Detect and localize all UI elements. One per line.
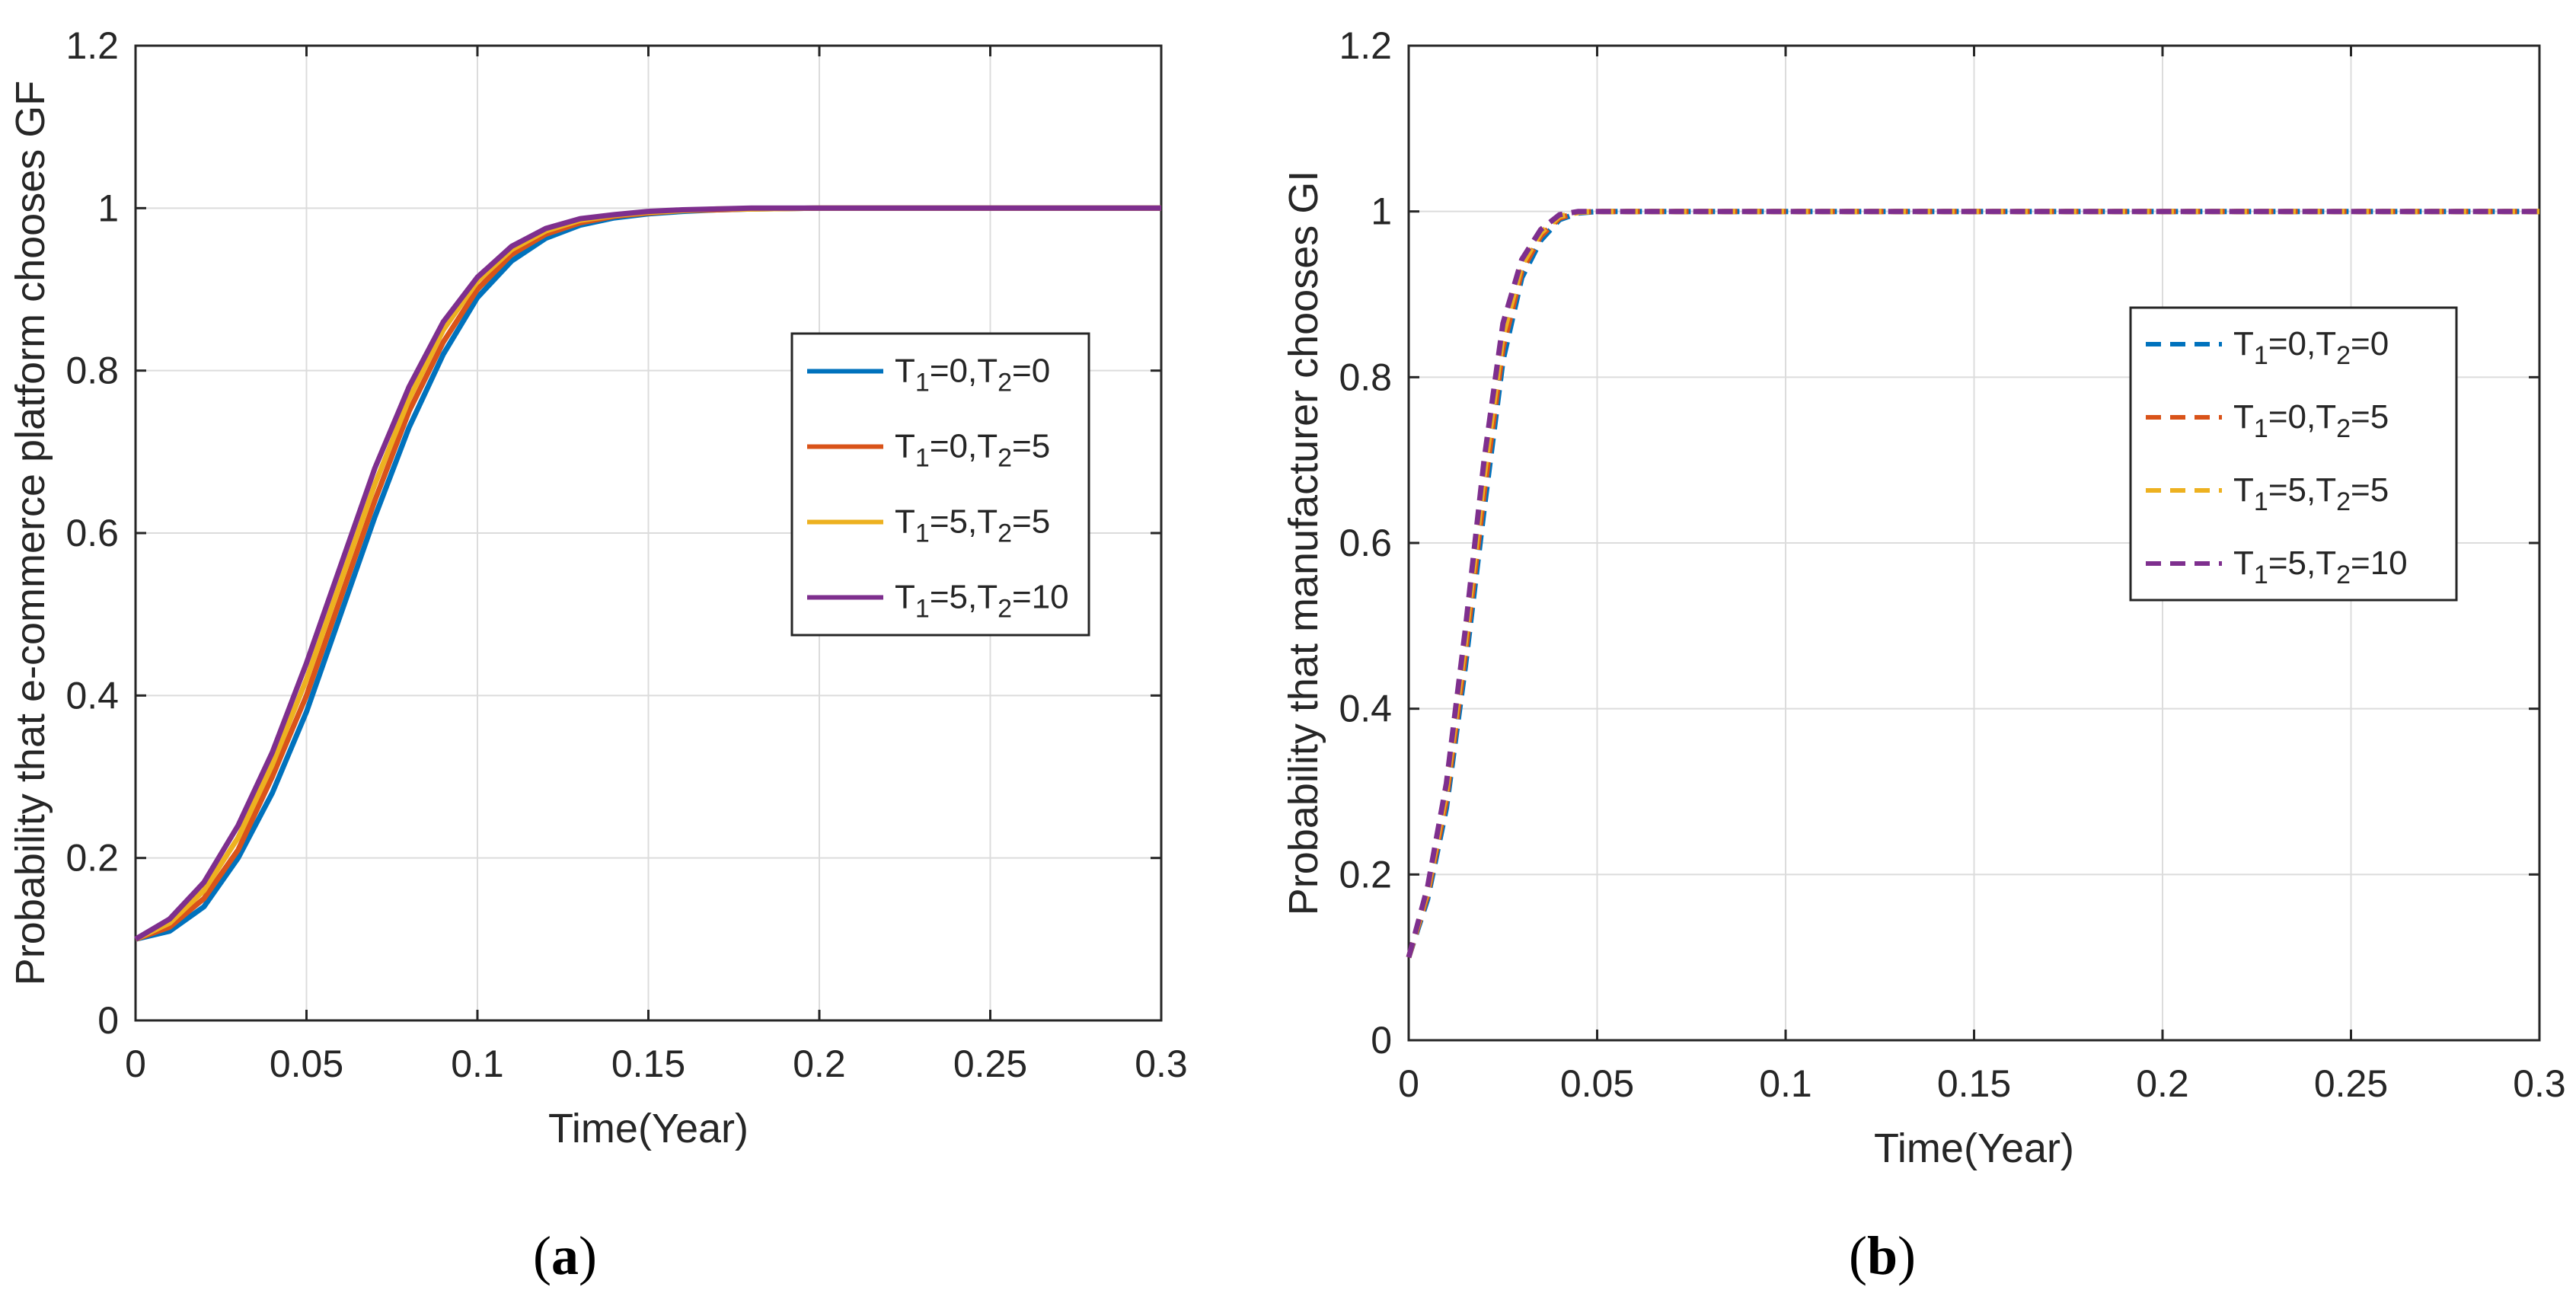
x-tick-label: 0 [125, 1043, 146, 1085]
panel-label-a: (a) [533, 1225, 597, 1286]
y-tick-label: 0.2 [65, 837, 119, 880]
x-tick-label: 0.25 [953, 1043, 1027, 1085]
x-tick-label: 0.2 [2136, 1062, 2189, 1105]
legend-box [790, 332, 1090, 637]
legend: T1=0,T2=0 T1=0,T2=5 T1=5,T2=5 T1=5,T2=10 [2129, 306, 2458, 602]
x-tick-label: 0.25 [2314, 1062, 2388, 1105]
y-axis-label: Probability that e-commerce platform cho… [8, 81, 53, 985]
legend-entry: T1=5,T2=5 [895, 503, 1050, 548]
legend: T1=0,T2=0 T1=0,T2=5 T1=5,T2=5 T1=5,T2=10 [790, 332, 1090, 637]
chart-panel-a: 0 0.05 0.1 0.15 0.2 0.25 0.3 0 0.2 0.4 0.6 0.8 1 1.2 T… [8, 24, 1188, 1151]
x-tick-label: 0.3 [2513, 1062, 2566, 1105]
y-tick-label: 0.8 [1339, 356, 1392, 398]
y-tick-label: 1.2 [1339, 24, 1392, 67]
y-tick-label: 0.4 [65, 674, 119, 717]
y-tick-label: 0.6 [65, 512, 119, 554]
y-axis-label: Probability that manufacturer chooses GI [1281, 171, 1326, 916]
y-tick-label: 1 [97, 187, 119, 229]
panel-label-b: (b) [1849, 1225, 1917, 1286]
x-tick-label: 0.15 [1937, 1062, 2011, 1105]
legend-box [2129, 306, 2458, 602]
x-tick-label: 0.2 [793, 1043, 846, 1085]
x-tick-label: 0.1 [451, 1043, 504, 1085]
y-tick-label: 0 [1371, 1019, 1392, 1062]
x-axis-label: Time(Year) [1874, 1126, 2074, 1171]
x-tick-label: 0.05 [270, 1043, 343, 1085]
x-tick-label: 0.05 [1560, 1062, 1634, 1105]
series-line-5-10 [134, 205, 1161, 942]
x-tick-label: 0.3 [1135, 1043, 1188, 1085]
chart-panel-b: 0 0.05 0.1 0.15 0.2 0.25 0.3 0 0.2 0.4 0.6 0.8 1 1.2 T… [1281, 24, 2566, 1171]
legend-entry: T1=5,T2=10 [2233, 544, 2408, 589]
y-tick-label: 0.6 [1339, 522, 1392, 564]
legend-entry: T1=0,T2=5 [895, 428, 1050, 473]
series-line-5-10 [1406, 209, 2539, 959]
legend-entry: T1=0,T2=5 [2233, 398, 2389, 443]
legend-entry: T1=0,T2=0 [895, 353, 1050, 398]
legend-entry: T1=0,T2=0 [2233, 325, 2389, 370]
legend-entry: T1=5,T2=10 [895, 579, 1069, 624]
y-tick-label: 0 [97, 999, 119, 1042]
y-tick-label: 0.4 [1339, 688, 1392, 730]
x-tick-label: 0.1 [1759, 1062, 1812, 1105]
y-tick-label: 1 [1371, 190, 1392, 233]
x-axis-label: Time(Year) [548, 1106, 749, 1151]
y-tick-label: 1.2 [65, 24, 119, 67]
legend-entry: T1=5,T2=5 [2233, 471, 2389, 516]
y-tick-label: 0.8 [65, 350, 119, 392]
x-tick-label: 0.15 [611, 1043, 685, 1085]
y-tick-label: 0.2 [1339, 853, 1392, 896]
x-tick-label: 0 [1398, 1062, 1419, 1105]
